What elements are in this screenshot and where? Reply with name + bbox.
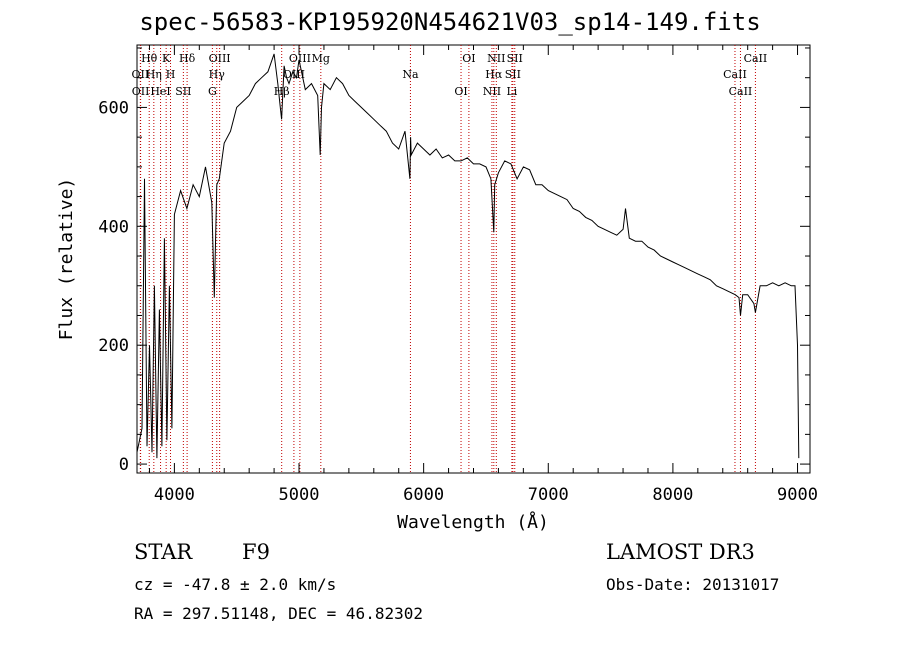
x-tick-label: 8000 — [652, 485, 693, 505]
emission-line-label: CaII — [729, 85, 753, 98]
emission-line-label: SII — [175, 85, 191, 98]
coordinates: RA = 297.51148, DEC = 46.82302 — [134, 604, 423, 623]
observation-date: Obs-Date: 20131017 — [606, 575, 780, 594]
emission-line-label: Hδ — [179, 52, 196, 65]
spectral-subclass: F9 — [242, 540, 270, 564]
emission-line-label: HeI — [150, 85, 170, 98]
x-tick-label: 6000 — [403, 485, 444, 505]
y-tick-label: 0 — [119, 455, 129, 475]
y-axis-label: Flux (relative) — [56, 178, 77, 341]
x-axis-ticks: 4000 5000 6000 7000 8000 9000 — [148, 45, 818, 505]
x-tick-label: 7000 — [528, 485, 569, 505]
chart-title: spec-56583-KP195920N454621V03_sp14-149.f… — [139, 8, 761, 36]
emission-line-label: Na — [402, 68, 419, 81]
survey-name: LAMOST DR3 — [606, 540, 755, 564]
emission-line-label: SII — [505, 68, 521, 81]
emission-line-label: NII — [483, 85, 501, 98]
redshift-velocity: cz = -47.8 ± 2.0 km/s — [134, 575, 337, 594]
spectrum-line — [136, 53, 800, 459]
x-tick-label: 4000 — [154, 485, 195, 505]
y-tick-label: 200 — [98, 336, 129, 356]
emission-line-labels: HθOIIHeIKHSIIHδHηOIIOIIIHγGOIIIOIIIHβMgN… — [132, 52, 768, 98]
x-tick-label: 5000 — [279, 485, 320, 505]
emission-line-label: OIII — [209, 52, 231, 65]
emission-line-label: OI — [462, 52, 475, 65]
emission-line-markers — [139, 45, 756, 473]
emission-line-label: Hγ — [209, 68, 226, 81]
emission-line-label: OII — [132, 85, 150, 98]
emission-line-label: Hθ — [141, 52, 158, 65]
emission-line-label: OIII — [289, 52, 311, 65]
x-tick-label: 9000 — [777, 485, 818, 505]
plot-frame — [136, 44, 811, 474]
emission-line-label: CaII — [723, 68, 747, 81]
emission-line-label: K — [162, 52, 171, 65]
emission-line-label: CaII — [744, 52, 768, 65]
emission-line-label: H — [166, 68, 176, 81]
emission-line-label: Li — [506, 85, 517, 98]
emission-line-label: Hβ — [274, 85, 290, 98]
emission-line-label: Hα — [485, 68, 503, 81]
emission-line-label: Mg — [312, 52, 330, 65]
emission-line-label: Hη — [146, 68, 162, 81]
emission-line-label: SII — [507, 52, 523, 65]
object-type: STAR — [134, 540, 193, 564]
emission-line-label: NII — [487, 52, 505, 65]
emission-line-label: OII — [132, 68, 150, 81]
x-axis-label: Wavelength (Å) — [397, 511, 549, 533]
y-tick-label: 600 — [98, 98, 129, 118]
y-tick-label: 400 — [98, 217, 129, 237]
emission-line-label: G — [208, 85, 217, 98]
y-axis-ticks: 0 200 400 600 — [98, 47, 810, 475]
emission-line-label: OI — [454, 85, 467, 98]
